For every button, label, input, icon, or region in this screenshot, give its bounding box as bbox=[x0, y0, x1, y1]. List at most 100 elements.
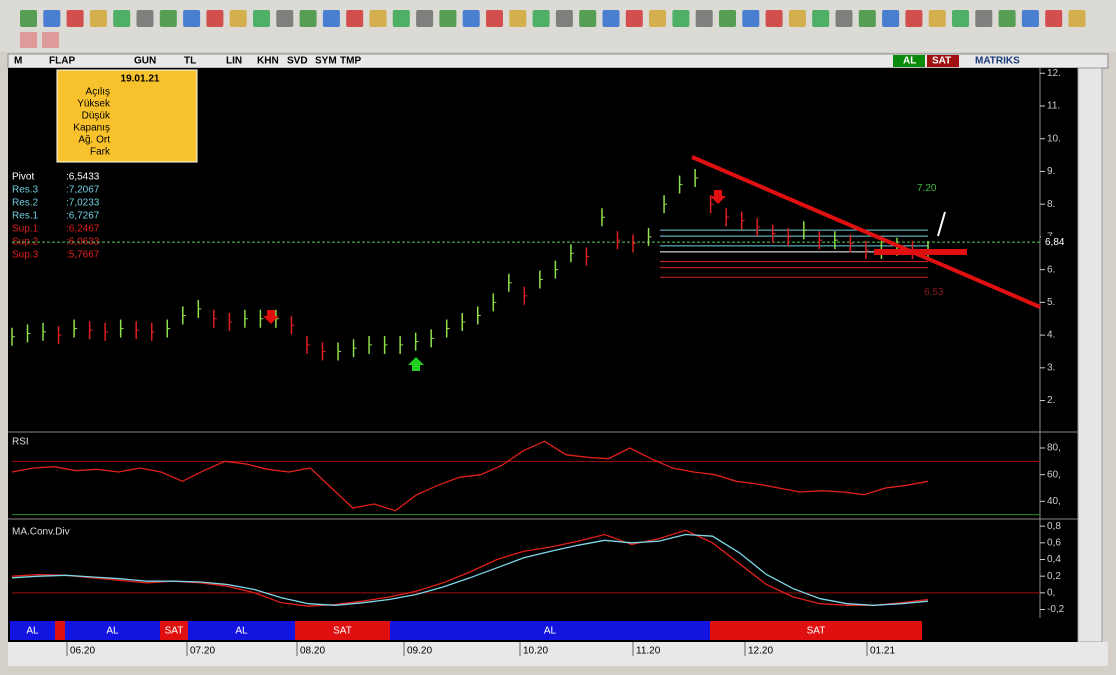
toolbar-button[interactable] bbox=[322, 10, 340, 27]
signal-label: AL bbox=[26, 626, 39, 637]
chart-area bbox=[8, 68, 1078, 642]
toolbar-button[interactable] bbox=[42, 32, 59, 48]
y-tick-label: 11. bbox=[1047, 101, 1060, 112]
y-tick-label: 0,4 bbox=[1047, 554, 1061, 565]
sat-label: SAT bbox=[932, 56, 951, 67]
symbol-bar-item[interactable]: GUN bbox=[134, 56, 156, 67]
toolbar-button[interactable] bbox=[229, 10, 247, 27]
toolbar-button[interactable] bbox=[276, 10, 294, 27]
symbol-bar-item[interactable]: KHN bbox=[257, 56, 279, 67]
info-label: Ağ. Ort bbox=[78, 135, 110, 146]
toolbar-button[interactable] bbox=[905, 10, 923, 27]
toolbar-button[interactable] bbox=[532, 10, 550, 27]
trend-line bbox=[691, 155, 1041, 309]
toolbar-button[interactable] bbox=[20, 10, 37, 27]
signal-segment bbox=[10, 621, 55, 640]
al-label: AL bbox=[903, 56, 916, 67]
date-label: 06.20 bbox=[70, 646, 95, 657]
toolbar-button[interactable] bbox=[835, 10, 853, 27]
date-label: 11.20 bbox=[636, 646, 661, 657]
info-label: Yüksek bbox=[77, 99, 111, 110]
y-tick-label: -0,2 bbox=[1047, 604, 1065, 615]
support-marker bbox=[874, 249, 967, 255]
pivot-label: Res.1 bbox=[12, 211, 39, 222]
current-price-label: 6,84 bbox=[1045, 237, 1065, 248]
toolbar-button[interactable] bbox=[975, 10, 993, 27]
y-tick-label: 12. bbox=[1047, 68, 1061, 79]
panel-title: MA.Conv.Div bbox=[12, 527, 70, 538]
toolbar-button[interactable] bbox=[136, 10, 154, 27]
y-tick-label: 60, bbox=[1047, 469, 1061, 480]
y-tick-label: 0,8 bbox=[1047, 521, 1061, 532]
sat-button[interactable] bbox=[927, 55, 959, 67]
symbol-bar-item[interactable]: TL bbox=[184, 56, 196, 67]
pivot-value: :6,5433 bbox=[66, 172, 100, 183]
date-label: 08.20 bbox=[300, 646, 325, 657]
toolbar-button[interactable] bbox=[882, 10, 900, 27]
buy-arrow bbox=[408, 357, 424, 371]
toolbar-button[interactable] bbox=[43, 10, 61, 27]
indicator-line bbox=[11, 440, 929, 512]
toolbar-button[interactable] bbox=[183, 10, 201, 27]
info-box bbox=[56, 69, 198, 163]
y-tick-label: 9. bbox=[1047, 166, 1055, 177]
signal-segment bbox=[188, 621, 295, 640]
signal-label: SAT bbox=[165, 626, 184, 637]
toolbar-button[interactable] bbox=[1045, 10, 1063, 27]
toolbar-button[interactable] bbox=[555, 10, 573, 27]
toolbar-button[interactable] bbox=[462, 10, 480, 27]
toolbar-button[interactable] bbox=[206, 10, 224, 27]
toolbar-button[interactable] bbox=[89, 10, 107, 27]
y-tick-label: 8. bbox=[1047, 199, 1055, 210]
toolbar-button[interactable] bbox=[649, 10, 667, 27]
toolbar-button[interactable] bbox=[1021, 10, 1039, 27]
toolbar-button[interactable] bbox=[159, 10, 177, 27]
info-label: Fark bbox=[90, 147, 111, 158]
toolbar-button[interactable] bbox=[369, 10, 387, 27]
symbol-bar-item[interactable]: M bbox=[14, 56, 22, 67]
toolbar-button[interactable] bbox=[719, 10, 736, 27]
al-button[interactable] bbox=[893, 55, 925, 67]
y-tick-label: 40, bbox=[1047, 496, 1061, 507]
toolbar-button[interactable] bbox=[928, 10, 946, 27]
toolbar-button[interactable] bbox=[579, 10, 597, 27]
signal-segment bbox=[390, 621, 710, 640]
toolbar-button[interactable] bbox=[998, 10, 1016, 27]
symbol-bar-item[interactable]: FLAP bbox=[49, 56, 75, 67]
toolbar-button[interactable] bbox=[695, 10, 713, 27]
toolbar-button[interactable] bbox=[765, 10, 783, 27]
toolbar-button[interactable] bbox=[625, 10, 643, 27]
signal-label: SAT bbox=[807, 626, 826, 637]
date-label: 09.20 bbox=[407, 646, 432, 657]
toolbar-button[interactable] bbox=[788, 10, 806, 27]
toolbar-button[interactable] bbox=[66, 10, 84, 27]
symbol-bar-item[interactable]: SVD bbox=[287, 56, 308, 67]
toolbar-button[interactable] bbox=[439, 10, 457, 27]
toolbar-button[interactable] bbox=[416, 10, 434, 27]
sell-arrow bbox=[263, 310, 279, 324]
toolbar-button[interactable] bbox=[742, 10, 760, 27]
toolbar-button[interactable] bbox=[113, 10, 131, 27]
price-annotation: 7.20 bbox=[917, 183, 937, 194]
toolbar-button[interactable] bbox=[299, 10, 317, 27]
toolbar-button[interactable] bbox=[602, 10, 620, 27]
scrollbar[interactable] bbox=[1077, 67, 1103, 643]
toolbar-button[interactable] bbox=[392, 10, 410, 27]
symbol-bar-item[interactable]: TMP bbox=[340, 56, 361, 67]
symbol-bar-item[interactable]: SYM bbox=[315, 56, 337, 67]
toolbar-button[interactable] bbox=[20, 32, 37, 48]
date-label: 01.21 bbox=[870, 646, 895, 657]
toolbar-button[interactable] bbox=[346, 10, 364, 27]
toolbar-button[interactable] bbox=[1068, 10, 1086, 27]
toolbar-button[interactable] bbox=[952, 10, 969, 27]
toolbar-button[interactable] bbox=[858, 10, 876, 27]
toolbar-button[interactable] bbox=[509, 10, 527, 27]
toolbar-button[interactable] bbox=[672, 10, 690, 27]
y-tick-label: 3. bbox=[1047, 362, 1055, 373]
toolbar-button[interactable] bbox=[486, 10, 503, 27]
symbol-bar-item[interactable]: LIN bbox=[226, 56, 242, 67]
toolbar-button[interactable] bbox=[812, 10, 830, 27]
signal-label: AL bbox=[235, 626, 248, 637]
toolbar-button[interactable] bbox=[253, 10, 270, 27]
